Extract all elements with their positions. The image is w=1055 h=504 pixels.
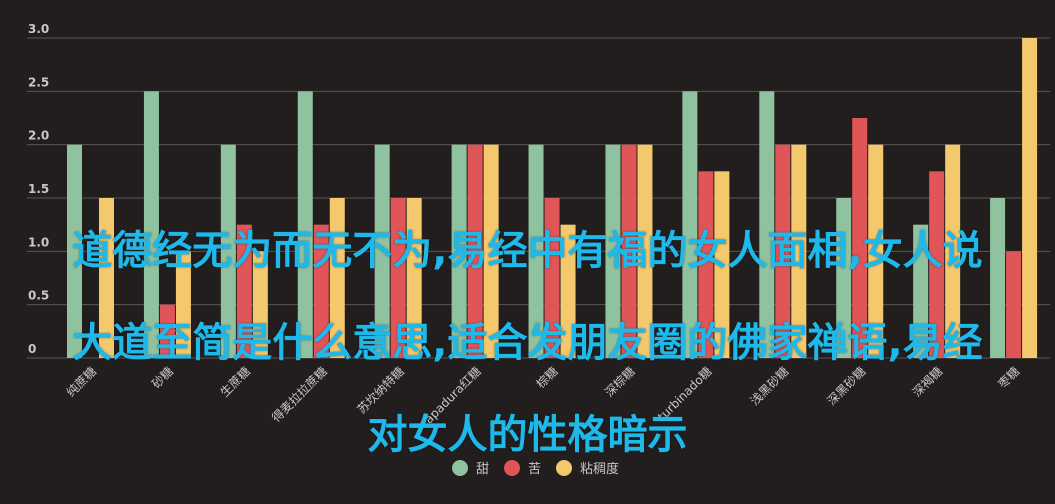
bar-2-2 [252,251,268,358]
bar-10-1 [852,118,868,358]
y-tick-label-0: 0 [28,342,36,356]
bar-9-0 [759,91,775,358]
bar-3-1 [313,224,329,358]
chart: 0 0.5 1.0 1.5 2.0 2.5 3.0 纯蔗糖 砂糖 生蔗糖 得麦拉拉蔗糖 苏坎纳特糖 ra… [27,22,1050,477]
overlay-text: 道德经无为而无不为,易经中有福的女人面相,女人说 大道至简是什么意思,适合发朋友… [0,182,1055,504]
bar-4-0 [374,144,390,358]
bar-12-2 [1022,38,1038,358]
bar-3-2 [329,198,345,358]
bar-0-0 [67,144,82,358]
overlay-line-2: 大道至简是什么意思,适合发朋友圈的佛家禅语,易经 [72,320,983,366]
bar-8-0 [682,91,698,358]
legend-label-1: 苦 [528,461,541,477]
overlay-line-3: 对女人的性格暗示 [367,412,688,458]
y-tick-label-5: 2.5 [28,75,49,89]
bar-11-2 [945,144,961,358]
bar-12-0 [990,198,1006,358]
y-tick-label-4: 2.0 [28,129,49,143]
bar-12-1 [1006,251,1022,358]
bar-4-1 [390,198,406,358]
bar-9-1 [775,144,791,358]
bar-10-0 [836,198,852,358]
bar-11-0 [913,224,929,358]
bar-2-0 [220,144,236,358]
bar-1-1 [159,304,175,358]
overlay-line-1: 道德经无为而无不为,易经中有福的女人面相,女人说 [72,228,983,274]
bar-5-1 [467,144,483,358]
bar-4-2 [406,198,422,358]
bar-1-2 [175,251,191,358]
bar-6-2 [560,224,576,358]
bar-2-1 [236,224,252,358]
legend-marker-0 [452,460,468,476]
bar-11-1 [929,171,945,358]
legend-label-2: 粘稠度 [580,461,619,477]
bar-1-0 [143,91,159,358]
legend-marker-1 [504,460,520,476]
bar-6-0 [528,144,544,358]
bar-9-2 [791,144,807,358]
legend-marker-2 [556,460,572,476]
bar-7-2 [637,144,653,358]
bar-10-2 [868,144,884,358]
bar-3-0 [297,91,313,358]
legend-label-0: 甜 [476,461,489,477]
bar-0-2 [99,198,114,358]
bar-8-2 [714,171,730,358]
y-tick-label-6: 3.0 [28,22,49,36]
bar-8-1 [698,171,714,358]
y-tick-label-3: 1.5 [28,182,49,196]
bar-7-1 [621,144,637,358]
bar-5-2 [483,144,499,358]
y-tick-label-1: 0.5 [28,289,49,303]
bar-5-0 [451,144,467,358]
bar-7-0 [605,144,621,358]
bar-6-1 [544,198,560,358]
y-tick-label-2: 1.0 [28,235,49,249]
